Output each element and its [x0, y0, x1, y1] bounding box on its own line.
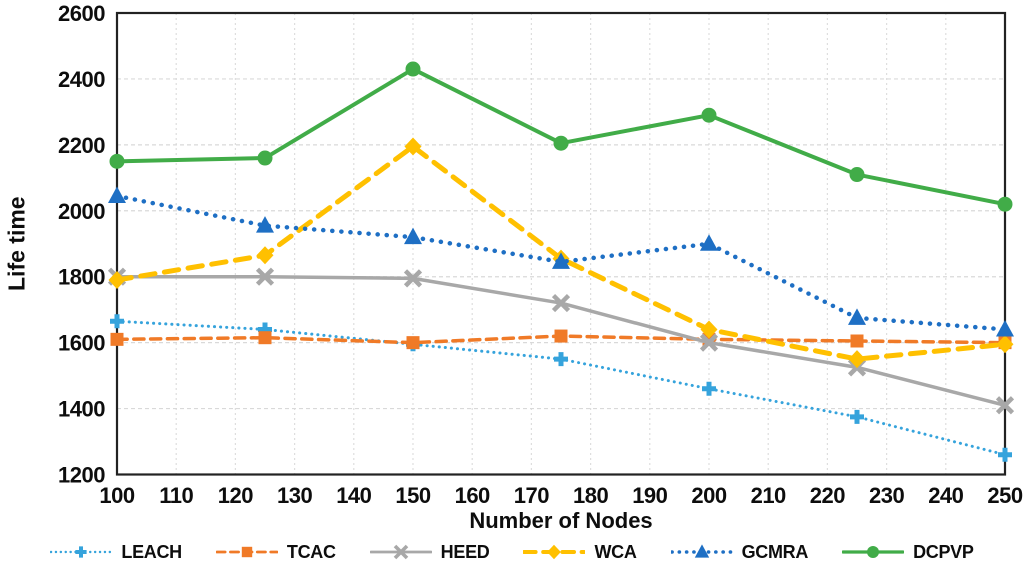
marker-x	[699, 333, 719, 352]
marker-circle	[257, 150, 273, 166]
marker-plus	[850, 409, 864, 424]
x-tick-label: 170	[514, 483, 549, 508]
y-tick-label: 1200	[58, 463, 105, 488]
marker-diamond	[996, 335, 1014, 354]
legend-swatch-dcpvp	[842, 546, 905, 558]
marker-triangle	[552, 252, 570, 269]
marker-plus	[702, 381, 716, 396]
x-tick-label: 120	[218, 483, 253, 508]
legend-item-heed: HEED	[369, 541, 490, 563]
marker-circle	[405, 61, 421, 77]
series-tcac	[110, 329, 1012, 350]
x-axis-title: Number of Nodes	[469, 508, 653, 533]
x-tick-label: 180	[573, 483, 608, 508]
legend-label: HEED	[440, 541, 490, 562]
marker-plus	[554, 352, 568, 367]
marker-plus	[998, 447, 1012, 462]
marker-plus	[110, 314, 124, 329]
x-tick-label: 110	[159, 483, 193, 508]
x-tick-label: 130	[277, 483, 312, 508]
x-tick-label: 240	[928, 483, 963, 508]
marker-diamond	[848, 350, 866, 369]
legend-swatch-leach	[50, 546, 113, 558]
legend-swatch-wca	[523, 544, 586, 560]
marker-circle	[997, 196, 1013, 212]
y-tick-label: 2000	[58, 199, 105, 224]
x-tick-label: 140	[336, 483, 371, 508]
y-tick-label: 1800	[58, 265, 105, 290]
y-tick-label: 2400	[58, 67, 105, 92]
x-tick-label: 160	[455, 483, 490, 508]
legend-item-tcac: TCAC	[215, 541, 336, 563]
marker-triangle	[256, 216, 274, 233]
marker-triangle	[404, 227, 422, 245]
marker-triangle	[996, 319, 1014, 337]
legend-swatch-gcmra	[670, 544, 733, 558]
marker-circle	[553, 135, 569, 151]
legend-label: WCA	[594, 541, 637, 562]
marker-triangle	[694, 544, 709, 558]
legend-label: DCPVP	[913, 541, 974, 562]
x-tick-label: 230	[869, 483, 904, 508]
marker-plus	[75, 546, 87, 558]
legend-item-wca: WCA	[523, 541, 637, 563]
legend-swatch-tcac	[215, 546, 278, 558]
x-tick-label: 150	[395, 483, 430, 508]
marker-triangle	[848, 308, 866, 325]
x-tick-label: 250	[987, 483, 1022, 508]
legend-item-gcmra: GCMRA	[670, 541, 809, 563]
series-gcmra	[108, 186, 1014, 337]
chart-legend: LEACH TCAC HEED WCA GCMRA DCPVP	[0, 535, 1024, 569]
marker-x	[995, 396, 1015, 415]
marker-triangle	[700, 234, 718, 251]
marker-square	[241, 546, 253, 558]
y-tick-label: 1400	[58, 397, 105, 422]
plot-border	[115, 11, 1007, 476]
series-dcpvp	[109, 61, 1013, 212]
marker-square	[258, 331, 272, 345]
legend-item-dcpvp: DCPVP	[842, 541, 974, 563]
marker-circle	[867, 546, 880, 558]
legend-item-leach: LEACH	[50, 541, 182, 563]
marker-x	[403, 269, 423, 288]
x-tick-label: 100	[99, 483, 134, 508]
marker-x	[551, 293, 571, 313]
y-tick-label: 2200	[58, 133, 105, 158]
marker-circle	[701, 107, 717, 123]
marker-x	[393, 544, 408, 560]
legend-label: GCMRA	[741, 541, 809, 562]
marker-diamond	[256, 246, 274, 265]
marker-diamond	[547, 544, 562, 560]
y-axis-title: Life time	[3, 196, 30, 292]
marker-diamond	[700, 320, 718, 339]
marker-square	[850, 334, 864, 348]
marker-circle	[849, 167, 865, 183]
marker-square	[110, 332, 124, 346]
y-tick-label: 1600	[58, 331, 105, 356]
marker-diamond	[404, 137, 422, 156]
marker-triangle	[108, 186, 126, 203]
marker-circle	[109, 153, 125, 169]
marker-x	[255, 267, 275, 286]
marker-square	[406, 336, 420, 350]
x-tick-label: 190	[632, 483, 667, 508]
marker-square	[554, 329, 568, 343]
x-tick-label: 210	[751, 483, 786, 508]
legend-swatch-heed	[369, 544, 432, 560]
legend-label: LEACH	[121, 541, 182, 562]
x-tick-label: 200	[691, 483, 726, 508]
marker-diamond	[108, 271, 126, 290]
legend-label: TCAC	[286, 541, 336, 562]
x-tick-label: 220	[810, 483, 845, 508]
y-tick-label: 2600	[58, 1, 105, 26]
